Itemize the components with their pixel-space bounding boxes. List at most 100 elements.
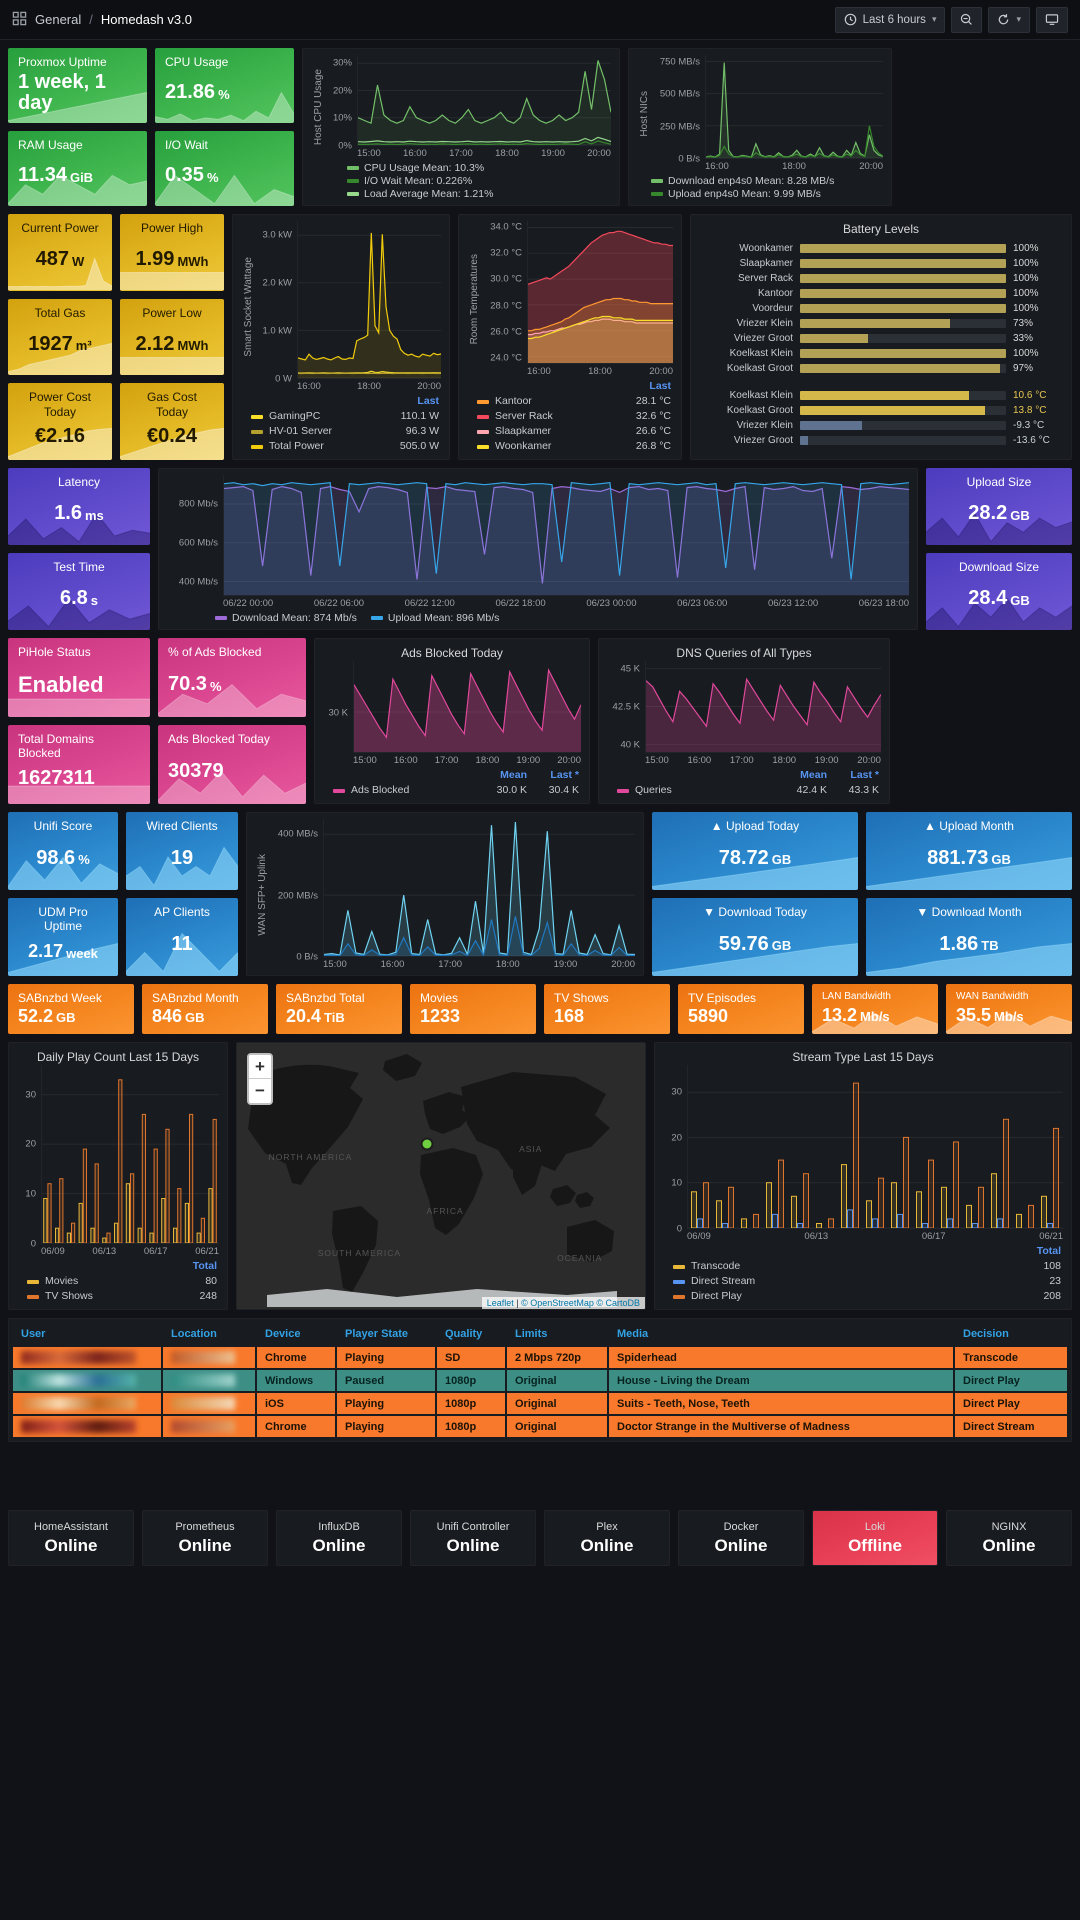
table-column-header[interactable]: Decision bbox=[963, 1328, 1009, 1340]
legend-item[interactable]: Download enp4s0 Mean: 8.28 MB/s bbox=[651, 175, 834, 187]
wan-sfp-uplink-panel: WAN SFP+ Uplink 0 B/s 200 MB/s 400 MB/s 15… bbox=[246, 812, 644, 976]
play-location-marker[interactable] bbox=[422, 1139, 432, 1149]
x-tick: 06/09 bbox=[41, 1246, 65, 1257]
stat-upload-month: ▲ Upload Month 881.73 GB bbox=[866, 812, 1072, 890]
session-row: iOS Playing 1080p Original Suits - Teeth… bbox=[13, 1393, 1067, 1414]
plex-sessions-table: User Location Device Player State Quality Lim… bbox=[11, 1321, 1069, 1439]
unifi-stats-col2: Wired Clients 19 AP Clients 11 bbox=[126, 812, 238, 976]
host-nics-chart bbox=[705, 55, 883, 159]
chart-legend[interactable]: Last GamingPC 110.1 W HV-01 Server 96.3 W Tot… bbox=[241, 392, 441, 454]
dashboards-grid-icon[interactable] bbox=[12, 11, 27, 29]
table-column-header[interactable]: User bbox=[21, 1328, 46, 1340]
sparkline bbox=[8, 940, 118, 976]
tv-mode-button[interactable] bbox=[1036, 6, 1068, 33]
breadcrumb-section[interactable]: General bbox=[35, 12, 82, 27]
map-zoom-out-button[interactable]: − bbox=[249, 1079, 271, 1103]
session-user-cell bbox=[13, 1347, 161, 1368]
gauge-row: Vriezer Groot -13.6 °C bbox=[701, 433, 1061, 448]
chart-legend[interactable]: CPU Usage Mean: 10.3% I/O Wait Mean: 0.22… bbox=[311, 159, 611, 200]
table-column-header[interactable]: Limits bbox=[515, 1328, 548, 1340]
legend-item[interactable]: Kantoor 28.1 °C bbox=[477, 394, 671, 409]
legend-item[interactable]: Load Average Mean: 1.21% bbox=[347, 188, 493, 200]
sparkline bbox=[158, 681, 306, 717]
chart-legend[interactable]: Download enp4s0 Mean: 8.28 MB/s Upload en… bbox=[637, 172, 883, 200]
zoom-out-button[interactable] bbox=[951, 6, 983, 33]
refresh-button[interactable]: ▾ bbox=[988, 6, 1030, 33]
legend-item[interactable]: Transcode 108 bbox=[673, 1259, 1061, 1274]
session-device-cell: Chrome bbox=[257, 1416, 335, 1437]
x-tick: 20:00 bbox=[557, 755, 581, 766]
refresh-interval-chevron-icon[interactable]: ▾ bbox=[1016, 14, 1021, 24]
x-tick: 18:00 bbox=[782, 161, 806, 172]
table-column-header[interactable]: Device bbox=[265, 1328, 301, 1340]
stat-download-month: ▼ Download Month 1.86 TB bbox=[866, 898, 1072, 976]
chart-legend[interactable]: Total Movies 80 TV Shows 248 bbox=[17, 1257, 219, 1304]
y-tick: 30 K bbox=[328, 707, 348, 719]
legend-item[interactable]: Upload Mean: 896 Mb/s bbox=[370, 612, 499, 624]
stat-udm-pro-uptime: UDM Pro Uptime 2.17 week bbox=[8, 898, 118, 976]
legend-item[interactable]: Server Rack 32.6 °C bbox=[477, 409, 671, 424]
osm-link[interactable]: © OpenStreetMap bbox=[521, 1298, 594, 1308]
chart-legend[interactable]: Download Mean: 874 Mb/s Upload Mean: 896 … bbox=[167, 609, 909, 624]
gauge-value: -9.3 °C bbox=[1013, 420, 1045, 431]
map-zoom-in-button[interactable]: + bbox=[249, 1055, 271, 1079]
play-location-map-panel[interactable]: NORTH AMERICA SOUTH AMERICA AFRICA ASIA OCEA… bbox=[236, 1042, 646, 1310]
session-quality-cell: 1080p bbox=[437, 1393, 505, 1414]
legend-item[interactable]: Direct Stream 23 bbox=[673, 1274, 1061, 1289]
table-column-header[interactable]: Quality bbox=[445, 1328, 483, 1340]
legend-item[interactable]: CPU Usage Mean: 10.3% bbox=[347, 162, 484, 174]
table-column-header[interactable]: Player State bbox=[345, 1328, 408, 1340]
chart-legend[interactable]: Last Kantoor 28.1 °C Server Rack 32.6 °C Slaa… bbox=[467, 377, 673, 454]
legend-item[interactable]: Total Power 505.0 W bbox=[251, 439, 439, 454]
legend-item[interactable]: Queries 42.4 K 43.3 K bbox=[617, 783, 879, 798]
time-range-picker[interactable]: Last 6 hours ▾ bbox=[834, 6, 946, 33]
stat-value: 21.86 bbox=[165, 81, 216, 104]
y-axis-label: Host NICs bbox=[638, 90, 650, 137]
stat-value: 2.12 bbox=[135, 332, 175, 355]
x-tick: 16:00 bbox=[403, 148, 427, 159]
stat-value: 28.2 bbox=[968, 502, 1008, 525]
legend-item[interactable]: I/O Wait Mean: 0.226% bbox=[347, 175, 472, 187]
x-tick: 16:00 bbox=[687, 755, 712, 766]
sparkline bbox=[155, 172, 294, 206]
service-status-value: Offline bbox=[848, 1535, 902, 1555]
session-location-cell bbox=[163, 1347, 255, 1368]
chart-legend[interactable]: Mean Last * Queries 42.4 K 43.3 K bbox=[607, 766, 881, 798]
legend-item[interactable]: Slaapkamer 26.6 °C bbox=[477, 424, 671, 439]
carto-link[interactable]: © CartoDB bbox=[596, 1298, 640, 1308]
y-axis: 24.0 °C 26.0 °C 28.0 °C 30.0 °C 32.0 °C 34.0 … bbox=[481, 221, 527, 364]
stat-unit: GB bbox=[991, 852, 1011, 868]
y-tick: 3.0 kW bbox=[262, 229, 292, 241]
session-row: Chrome Playing 1080p Original Doctor Str… bbox=[13, 1416, 1067, 1437]
stat-value: 35.5 bbox=[956, 1004, 992, 1025]
table-column-header[interactable]: Media bbox=[617, 1328, 649, 1340]
session-media-cell: House - Living the Dream bbox=[609, 1370, 953, 1391]
chart-legend[interactable]: Total Transcode 108 Direct Stream 23 Direct P… bbox=[663, 1242, 1063, 1304]
legend-item[interactable]: Download Mean: 874 Mb/s bbox=[215, 612, 357, 624]
host-nics-panel: Host NICs 0 B/s 250 MB/s 500 MB/s 750 MB/s … bbox=[628, 48, 892, 206]
x-tick: 20:00 bbox=[859, 161, 883, 172]
sparkline bbox=[158, 768, 306, 804]
legend-item[interactable]: GamingPC 110.1 W bbox=[251, 409, 439, 424]
fridge-temp-gauge-list: Koelkast Klein 10.6 °C Koelkast Groot 13… bbox=[701, 388, 1061, 448]
legend-swatch bbox=[477, 399, 489, 404]
stat-unit: % bbox=[209, 678, 222, 694]
legend-item[interactable]: Upload enp4s0 Mean: 9.99 MB/s bbox=[651, 188, 821, 200]
legend-item[interactable]: Direct Play 208 bbox=[673, 1289, 1061, 1304]
gauge-value: 100% bbox=[1013, 258, 1039, 269]
breadcrumb-dashboard-title[interactable]: Homedash v3.0 bbox=[100, 12, 192, 27]
legend-item[interactable]: TV Shows 248 bbox=[27, 1289, 217, 1304]
table-column-header[interactable]: Location bbox=[171, 1328, 217, 1340]
legend-item[interactable]: Woonkamer 26.8 °C bbox=[477, 439, 671, 454]
legend-item[interactable]: Ads Blocked 30.0 K 30.4 K bbox=[333, 783, 579, 798]
y-tick: 40 K bbox=[620, 739, 640, 751]
legend-header: Mean Last * bbox=[800, 769, 879, 781]
legend-swatch bbox=[477, 414, 489, 419]
legend-header: Total bbox=[1036, 1245, 1061, 1257]
leaflet-link[interactable]: Leaflet bbox=[486, 1298, 514, 1308]
service-name: HomeAssistant bbox=[34, 1520, 108, 1533]
chart-legend[interactable]: Mean Last * Ads Blocked 30.0 K 30.4 K bbox=[323, 766, 581, 798]
legend-item[interactable]: HV-01 Server 96.3 W bbox=[251, 424, 439, 439]
y-tick: 10% bbox=[332, 112, 352, 124]
legend-item[interactable]: Movies 80 bbox=[27, 1274, 217, 1289]
